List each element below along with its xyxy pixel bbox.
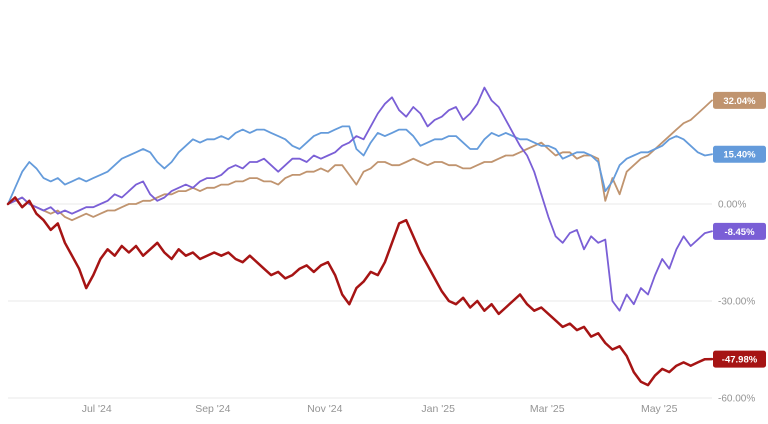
red-badge-background (713, 350, 766, 368)
purple-badge-background (713, 222, 766, 240)
y-axis-tick-label: -60.00% (718, 393, 755, 404)
blue-badge-background (713, 145, 766, 163)
x-axis-tick-label: Nov '24 (307, 403, 342, 415)
tan-badge-value: 32.04% (723, 96, 756, 107)
tan-end-value-badge: 32.04% (713, 91, 766, 109)
purple-badge-value: -8.45% (724, 227, 755, 238)
x-axis-tick-label: Jan '25 (421, 403, 455, 415)
x-axis-tick-label: Mar '25 (530, 403, 565, 415)
y-axis-tick-label: 0.00% (718, 200, 746, 211)
purple-end-value-badge: -8.45% (713, 222, 766, 240)
blue-badge-value: 15.40% (723, 150, 756, 161)
x-axis-tick-label: May '25 (641, 403, 678, 415)
blue-series-line[interactable] (7, 125, 713, 205)
x-axis-tick-label: Jul '24 (82, 403, 112, 415)
blue-end-value-badge: 15.40% (713, 145, 766, 163)
red-series-line[interactable] (6, 196, 714, 387)
red-end-value-badge: -47.98% (713, 350, 766, 368)
x-axis-tick-label: Sep '24 (195, 403, 230, 415)
tan-series-line[interactable] (7, 99, 713, 222)
tan-badge-background (713, 91, 766, 109)
purple-series-line[interactable] (7, 86, 713, 312)
red-badge-value: -47.98% (722, 355, 758, 366)
y-axis-tick-label: -30.00% (718, 296, 755, 307)
